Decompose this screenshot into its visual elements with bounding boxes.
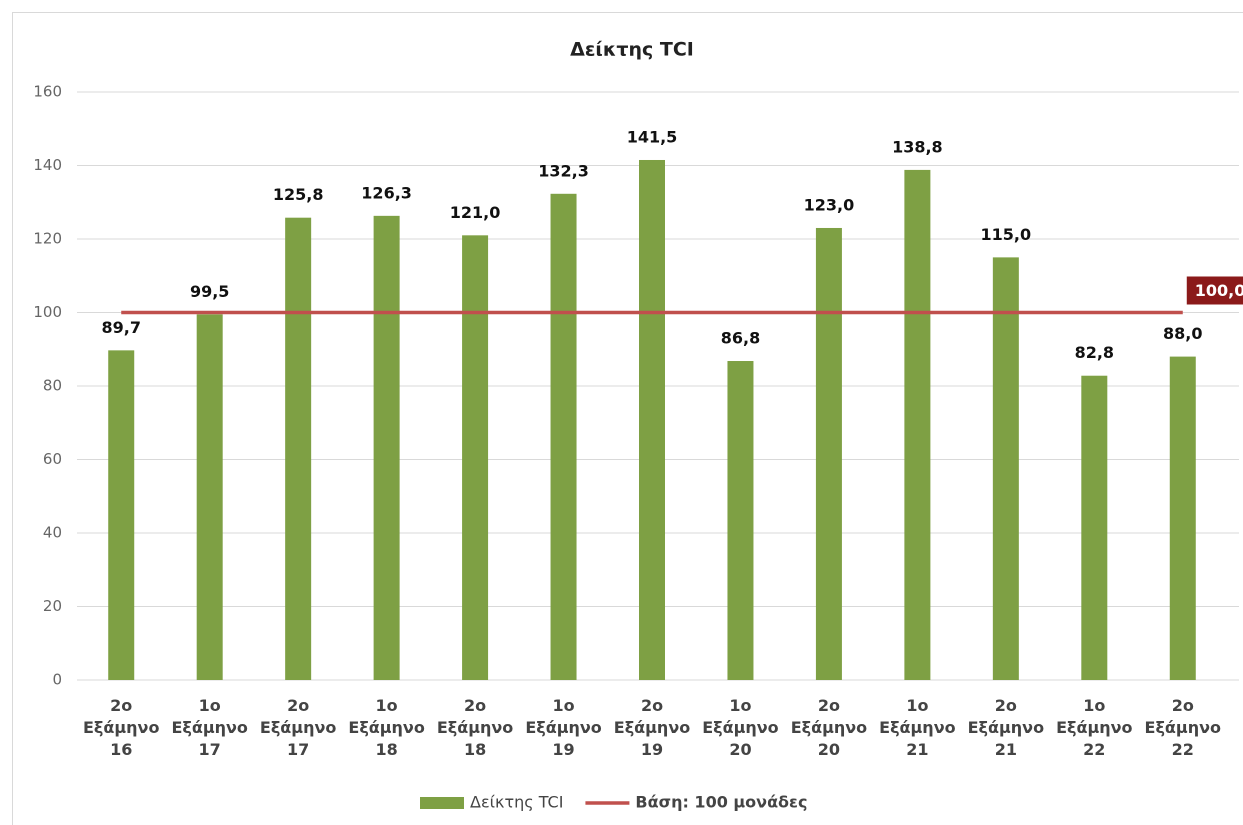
y-tick-label: 0 (52, 671, 62, 689)
x-tick-line: Εξάμηνο (260, 718, 336, 737)
x-tick-line: 18 (375, 740, 397, 759)
data-label: 123,0 (804, 195, 855, 214)
bar (373, 215, 400, 680)
x-tick-line: Εξάμηνο (171, 718, 247, 737)
x-tick-line: Εξάμηνο (702, 718, 778, 737)
x-tick-line: 16 (110, 740, 132, 759)
bar (1169, 356, 1196, 680)
x-tick-line: 2ο (464, 696, 486, 715)
bar (462, 235, 489, 680)
data-label: 125,8 (273, 185, 324, 204)
data-label: 82,8 (1075, 343, 1114, 362)
y-tick-label: 40 (43, 524, 62, 542)
bar (815, 227, 842, 680)
bar (904, 169, 931, 680)
y-tick-label: 80 (43, 377, 62, 395)
x-tick-line: 2ο (641, 696, 663, 715)
bar (108, 350, 135, 680)
x-tick-line: Εξάμηνο (968, 718, 1044, 737)
bar (1081, 375, 1108, 680)
x-tick-label: 2ο Εξάμηνο 21 (968, 696, 1044, 759)
x-tick-line: Εξάμηνο (437, 718, 513, 737)
bar (727, 361, 754, 680)
x-tick-line: 1ο (376, 696, 398, 715)
x-tick-line: Εξάμηνο (525, 718, 601, 737)
y-tick-label: 160 (33, 83, 62, 101)
x-tick-line: 20 (729, 740, 751, 759)
x-tick-line: 17 (199, 740, 221, 759)
chart-title: Δείκτης TCI (570, 39, 694, 61)
data-label: 132,3 (538, 161, 589, 180)
x-tick-label: 1ο Εξάμηνο 17 (171, 696, 247, 759)
x-tick-line: Εξάμηνο (879, 718, 955, 737)
data-label: 121,0 (450, 203, 501, 222)
bar (992, 257, 1019, 680)
x-tick-line: 2ο (995, 696, 1017, 715)
x-tick-line: Εξάμηνο (1056, 718, 1132, 737)
legend-swatch (420, 797, 464, 809)
x-tick-line: 18 (464, 740, 486, 759)
y-tick-label: 140 (33, 156, 62, 174)
x-tick-line: 22 (1172, 740, 1194, 759)
data-label: 141,5 (627, 127, 678, 146)
bar (285, 217, 312, 680)
bar (550, 193, 577, 681)
x-tick-line: 2ο (287, 696, 309, 715)
x-tick-label: 2ο Εξάμηνο 18 (437, 696, 513, 759)
x-tick-label: 1ο Εξάμηνο 19 (525, 696, 601, 759)
x-tick-line: Εξάμηνο (83, 718, 159, 737)
x-tick-line: 1ο (199, 696, 221, 715)
x-tick-line: 19 (641, 740, 663, 759)
data-label-bg (1186, 276, 1243, 305)
bar (639, 159, 665, 681)
x-tick-line: 2ο (110, 696, 132, 715)
x-tick-line: 20 (818, 740, 840, 759)
bar (196, 314, 223, 680)
x-tick-label: 1ο Εξάμηνο 22 (1056, 696, 1132, 759)
data-label: 126,3 (361, 183, 412, 202)
x-tick-label: 2ο Εξάμηνο 16 (83, 696, 159, 759)
data-label: 115,0 (981, 225, 1032, 244)
x-tick-label: 2ο Εξάμηνο 17 (260, 696, 336, 759)
data-label: 138,8 (892, 137, 943, 156)
x-tick-line: 21 (906, 740, 928, 759)
x-tick-line: 2ο (818, 696, 840, 715)
data-label: 99,5 (190, 282, 229, 301)
x-tick-label: 2ο Εξάμηνο 20 (791, 696, 867, 759)
x-tick-line: 17 (287, 740, 309, 759)
y-tick-label: 100 (33, 303, 62, 321)
x-tick-label: 1ο Εξάμηνο 20 (702, 696, 778, 759)
data-label: 89,7 (101, 318, 140, 337)
x-tick-line: 2ο (1172, 696, 1194, 715)
y-tick-label: 120 (33, 230, 62, 248)
x-tick-line: Εξάμηνο (1145, 718, 1221, 737)
x-tick-line: Εξάμηνο (348, 718, 424, 737)
x-tick-line: Εξάμηνο (791, 718, 867, 737)
x-tick-line: 21 (995, 740, 1017, 759)
y-tick-label: 20 (43, 597, 62, 615)
legend-label: Δείκτης TCI (470, 793, 563, 812)
x-tick-label: 2ο Εξάμηνο 19 (614, 696, 690, 759)
data-label: 86,8 (721, 329, 760, 348)
data-label: 88,0 (1163, 324, 1202, 343)
x-tick-line: 1ο (552, 696, 574, 715)
x-tick-label: 1ο Εξάμηνο 21 (879, 696, 955, 759)
x-tick-line: Εξάμηνο (614, 718, 690, 737)
x-tick-line: 1ο (729, 696, 751, 715)
x-tick-line: 1ο (1083, 696, 1105, 715)
x-tick-label: 1ο Εξάμηνο 18 (348, 696, 424, 759)
x-tick-line: 19 (552, 740, 574, 759)
x-tick-line: 1ο (906, 696, 928, 715)
data-label: 100,0 (1195, 281, 1243, 300)
y-tick-label: 60 (43, 450, 62, 468)
legend-label: Βάση: 100 μονάδες (635, 793, 807, 812)
x-tick-label: 2ο Εξάμηνο 22 (1145, 696, 1221, 759)
x-tick-line: 22 (1083, 740, 1105, 759)
